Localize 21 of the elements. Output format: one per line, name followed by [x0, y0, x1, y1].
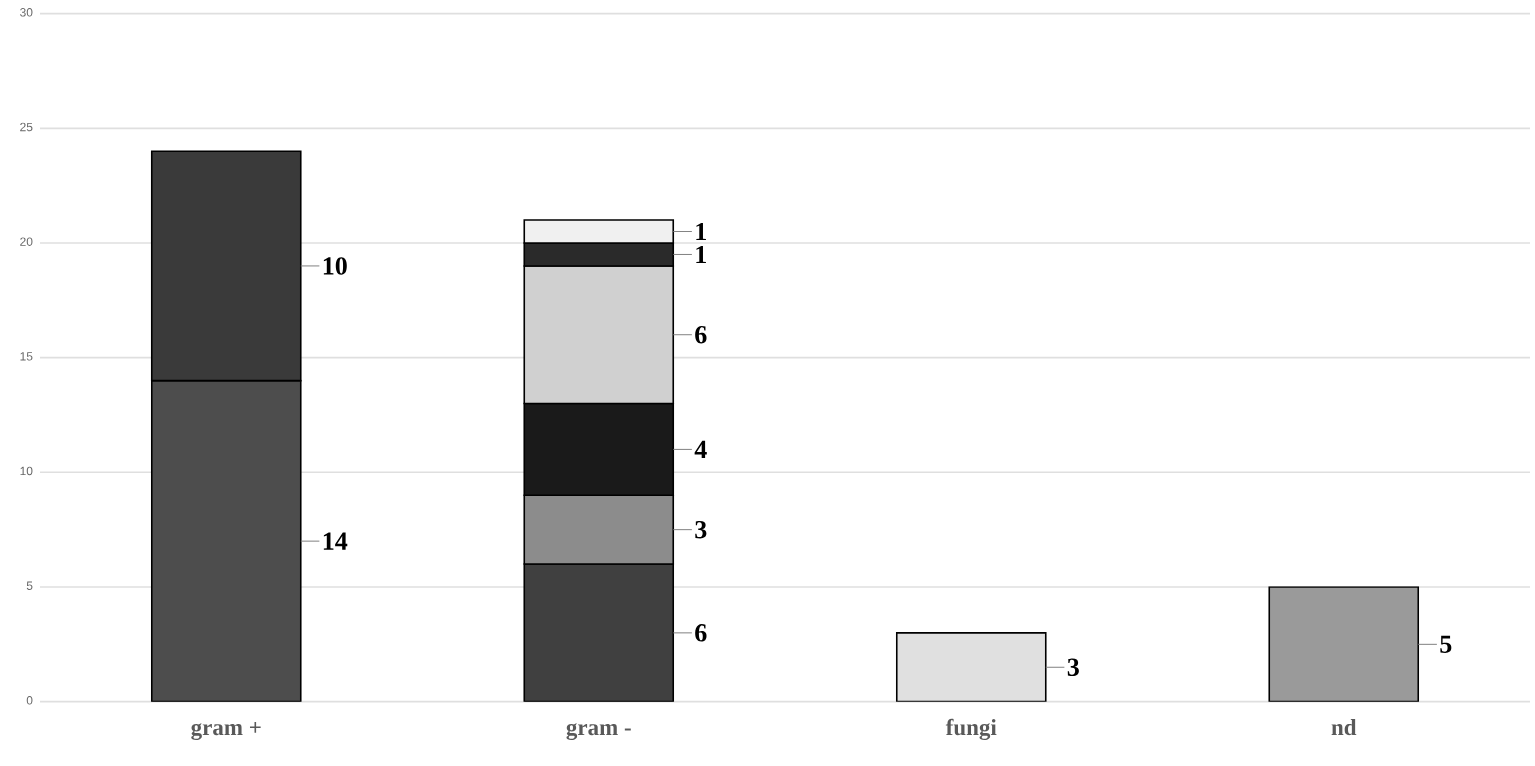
data-label: 3 [1067, 658, 1079, 677]
x-tick-label: gram + [191, 722, 261, 741]
x-tick-label: fungi [945, 718, 997, 741]
data-label: 14 [323, 532, 348, 550]
y-tick-label: 20 [20, 237, 33, 247]
data-label: 10 [323, 257, 347, 275]
y-tick-label: 5 [26, 581, 33, 591]
y-tick-label: 15 [20, 352, 33, 361]
x-tick-label: gram - [566, 723, 631, 741]
data-label: 1 [696, 246, 706, 264]
y-tick-label: 25 [20, 122, 33, 132]
data-label: 6 [695, 326, 707, 344]
y-tick-label: 10 [20, 466, 33, 476]
y-tick-label: 0 [26, 696, 33, 705]
x-tick-label: nd [1331, 719, 1357, 736]
data-label: 4 [694, 440, 707, 459]
data-label: 6 [695, 624, 707, 642]
y-tick-label: 30 [20, 8, 33, 17]
data-label: 1 [696, 223, 706, 241]
data-label: 3 [695, 521, 707, 539]
data-label: 5 [1440, 635, 1452, 654]
